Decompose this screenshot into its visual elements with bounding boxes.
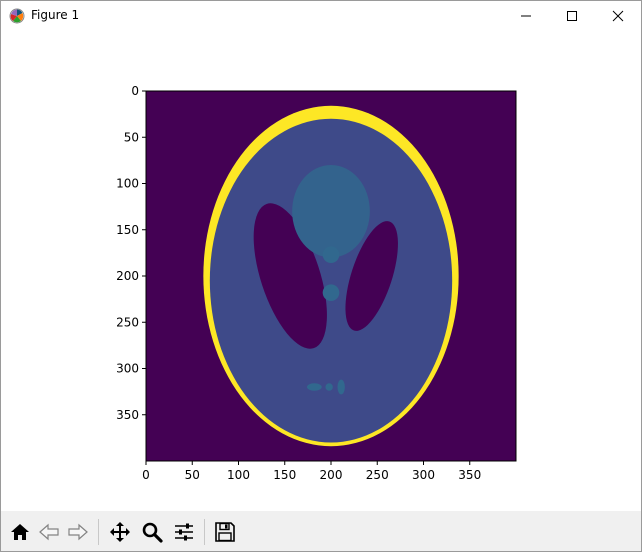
forward-arrow-icon (67, 523, 88, 540)
ellipse-ventricle-right (345, 221, 398, 331)
y-tick-label: 350 (116, 408, 139, 422)
title-bar: Figure 1 (1, 1, 641, 31)
close-button[interactable] (595, 1, 641, 31)
y-tick-label: 50 (124, 130, 139, 144)
x-tick-label: 100 (227, 468, 250, 482)
y-tick-label: 150 (116, 223, 139, 237)
ellipse-bottom-mid-dot (325, 383, 333, 391)
y-tick-label: 100 (116, 177, 139, 191)
x-axis: 0 50 100 150 200 250 300 350 (142, 461, 481, 482)
window-title: Figure 1 (31, 8, 80, 22)
minimize-icon (521, 15, 531, 17)
configure-subplots-icon (174, 523, 193, 540)
back-arrow-icon (38, 523, 59, 540)
x-tick-label: 200 (320, 468, 343, 482)
x-tick-label: 150 (273, 468, 296, 482)
maximize-button[interactable] (549, 1, 595, 31)
ellipse-lower-spot (322, 284, 340, 301)
ellipse-upper-lesion (292, 165, 370, 258)
y-tick-label: 0 (131, 84, 139, 98)
image-plot[interactable]: 0 50 100 150 200 250 300 350 0 50 100 150 200 250 300… (1, 31, 641, 511)
toolbar-separator (98, 519, 99, 545)
figure-canvas[interactable]: 0 50 100 150 200 250 300 350 0 50 100 150 200 250 300… (1, 31, 641, 511)
zoom-magnifier-icon (142, 522, 163, 543)
y-tick-label: 250 (116, 315, 139, 329)
configure-subplots-button[interactable] (170, 517, 197, 546)
minimize-button[interactable] (503, 1, 549, 31)
toolbar-separator (204, 519, 205, 545)
navigation-toolbar (1, 511, 641, 551)
back-button[interactable] (35, 517, 62, 546)
y-axis: 0 50 100 150 200 250 300 350 (116, 84, 146, 422)
y-tick-label: 200 (116, 269, 139, 283)
save-button[interactable] (211, 517, 238, 546)
zoom-button[interactable] (138, 517, 165, 546)
home-button[interactable] (6, 517, 33, 546)
close-icon (612, 10, 624, 22)
x-tick-label: 250 (366, 468, 389, 482)
ellipse-bottom-right-dot (337, 379, 345, 395)
x-tick-label: 300 (412, 468, 435, 482)
save-floppy-icon (214, 521, 235, 542)
home-icon (10, 523, 29, 540)
ellipse-mid-spot (322, 246, 340, 264)
x-tick-label: 50 (185, 468, 200, 482)
y-tick-label: 300 (116, 362, 139, 376)
phantom-image (146, 91, 516, 461)
pan-button[interactable] (106, 517, 133, 546)
ellipse-brain (209, 118, 453, 443)
ellipse-ventricle-left (253, 203, 327, 349)
maximize-icon (567, 11, 577, 21)
matplotlib-logo-icon (9, 8, 25, 24)
x-tick-label: 0 (142, 468, 150, 482)
forward-button[interactable] (64, 517, 91, 546)
ellipse-bottom-left-dot (306, 383, 322, 391)
x-tick-label: 350 (458, 468, 481, 482)
pan-arrows-icon (109, 521, 130, 542)
